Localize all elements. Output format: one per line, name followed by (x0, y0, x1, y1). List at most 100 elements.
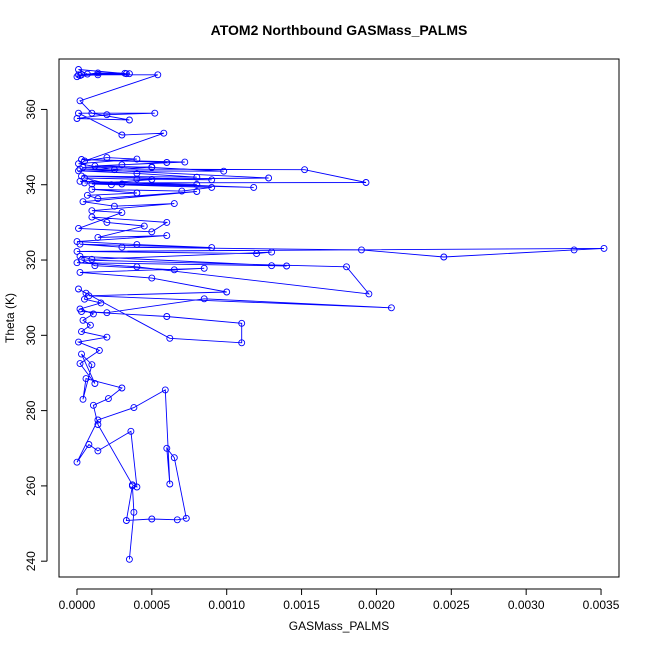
y-tick-label: 260 (24, 476, 38, 496)
x-tick-label: 0.0030 (508, 598, 545, 612)
data-point (103, 218, 111, 226)
data-point (570, 246, 578, 254)
data-point (88, 213, 96, 221)
data-point (94, 233, 102, 241)
data-point (121, 69, 129, 77)
data-point (163, 232, 171, 240)
y-axis-label: Theta (K) (3, 293, 17, 343)
x-tick-label: 0.0015 (283, 598, 320, 612)
data-point (133, 483, 141, 491)
data-point (88, 109, 96, 117)
data-point (148, 228, 156, 236)
data-point (163, 159, 171, 166)
data-point (208, 244, 216, 252)
data-point (94, 69, 102, 77)
data-point (88, 255, 96, 263)
data-point (128, 481, 136, 489)
data-point (73, 73, 81, 81)
data-point (79, 163, 87, 171)
plot-frame (58, 58, 620, 578)
data-point (118, 209, 126, 217)
data-point (166, 480, 174, 488)
data-point (193, 188, 201, 195)
data-point (103, 154, 111, 162)
data-point (600, 244, 608, 252)
data-point (170, 266, 178, 274)
data-point (148, 163, 156, 171)
data-point (200, 264, 208, 272)
data-point (358, 246, 365, 254)
data-point (91, 162, 99, 170)
data-point (362, 179, 370, 186)
data-point (103, 333, 111, 341)
x-axis: 0.0000 0.0005 0.0010 0.0015 0.0020 0.0025 0.00… (59, 588, 620, 612)
data-point (133, 189, 141, 197)
data-point (387, 304, 395, 312)
y-tick-label: 340 (24, 174, 38, 194)
x-tick-label: 0.0000 (59, 598, 96, 612)
x-tick-label: 0.0010 (208, 598, 245, 612)
data-point (89, 401, 97, 409)
data-point (94, 421, 102, 428)
data-point (178, 187, 186, 195)
data-point (75, 66, 82, 73)
data-point (193, 180, 201, 188)
data-point (223, 288, 231, 296)
data-point (253, 250, 261, 258)
data-point (343, 263, 350, 271)
data-point (107, 181, 115, 189)
y-tick-label: 300 (24, 325, 38, 345)
data-point (163, 218, 171, 226)
data-point (75, 285, 82, 293)
data-point (163, 444, 171, 452)
data-point (75, 338, 82, 346)
data-point (125, 555, 133, 563)
data-point (268, 248, 276, 256)
data-point (118, 384, 126, 392)
data-point (85, 292, 93, 300)
data-point (79, 198, 87, 206)
data-point (97, 299, 105, 307)
data-point (83, 191, 91, 199)
data-point (73, 458, 81, 466)
data-point (73, 238, 81, 246)
data-point (118, 131, 126, 139)
y-tick-label: 240 (24, 551, 38, 571)
data-point (133, 263, 141, 271)
data-point (118, 180, 126, 188)
data-point (78, 71, 85, 79)
data-point (78, 308, 85, 316)
data-point (110, 202, 118, 210)
data-point (86, 321, 94, 329)
data-point (182, 514, 190, 522)
data-point (79, 316, 87, 324)
data-point (170, 200, 178, 208)
series-line (76, 69, 605, 560)
data-point (76, 177, 84, 185)
data-point (170, 454, 178, 462)
data-point (88, 207, 96, 215)
data-point (94, 447, 102, 455)
data-point (76, 252, 84, 260)
data-point (88, 185, 96, 193)
data-point (75, 224, 82, 232)
data-point (73, 115, 81, 122)
data-point (81, 179, 88, 187)
data-point (125, 116, 133, 124)
data-point (94, 416, 102, 424)
data-point (82, 375, 90, 383)
data-point (91, 262, 99, 270)
data-point (78, 350, 85, 358)
data-point (265, 174, 273, 182)
data-point (103, 309, 111, 317)
data-point (220, 167, 228, 175)
data-point (160, 129, 168, 137)
data-point (89, 310, 97, 318)
data-point (73, 247, 81, 255)
data-point (83, 70, 91, 78)
data-point (130, 508, 138, 516)
data-point (148, 515, 156, 523)
data-point (193, 173, 201, 181)
